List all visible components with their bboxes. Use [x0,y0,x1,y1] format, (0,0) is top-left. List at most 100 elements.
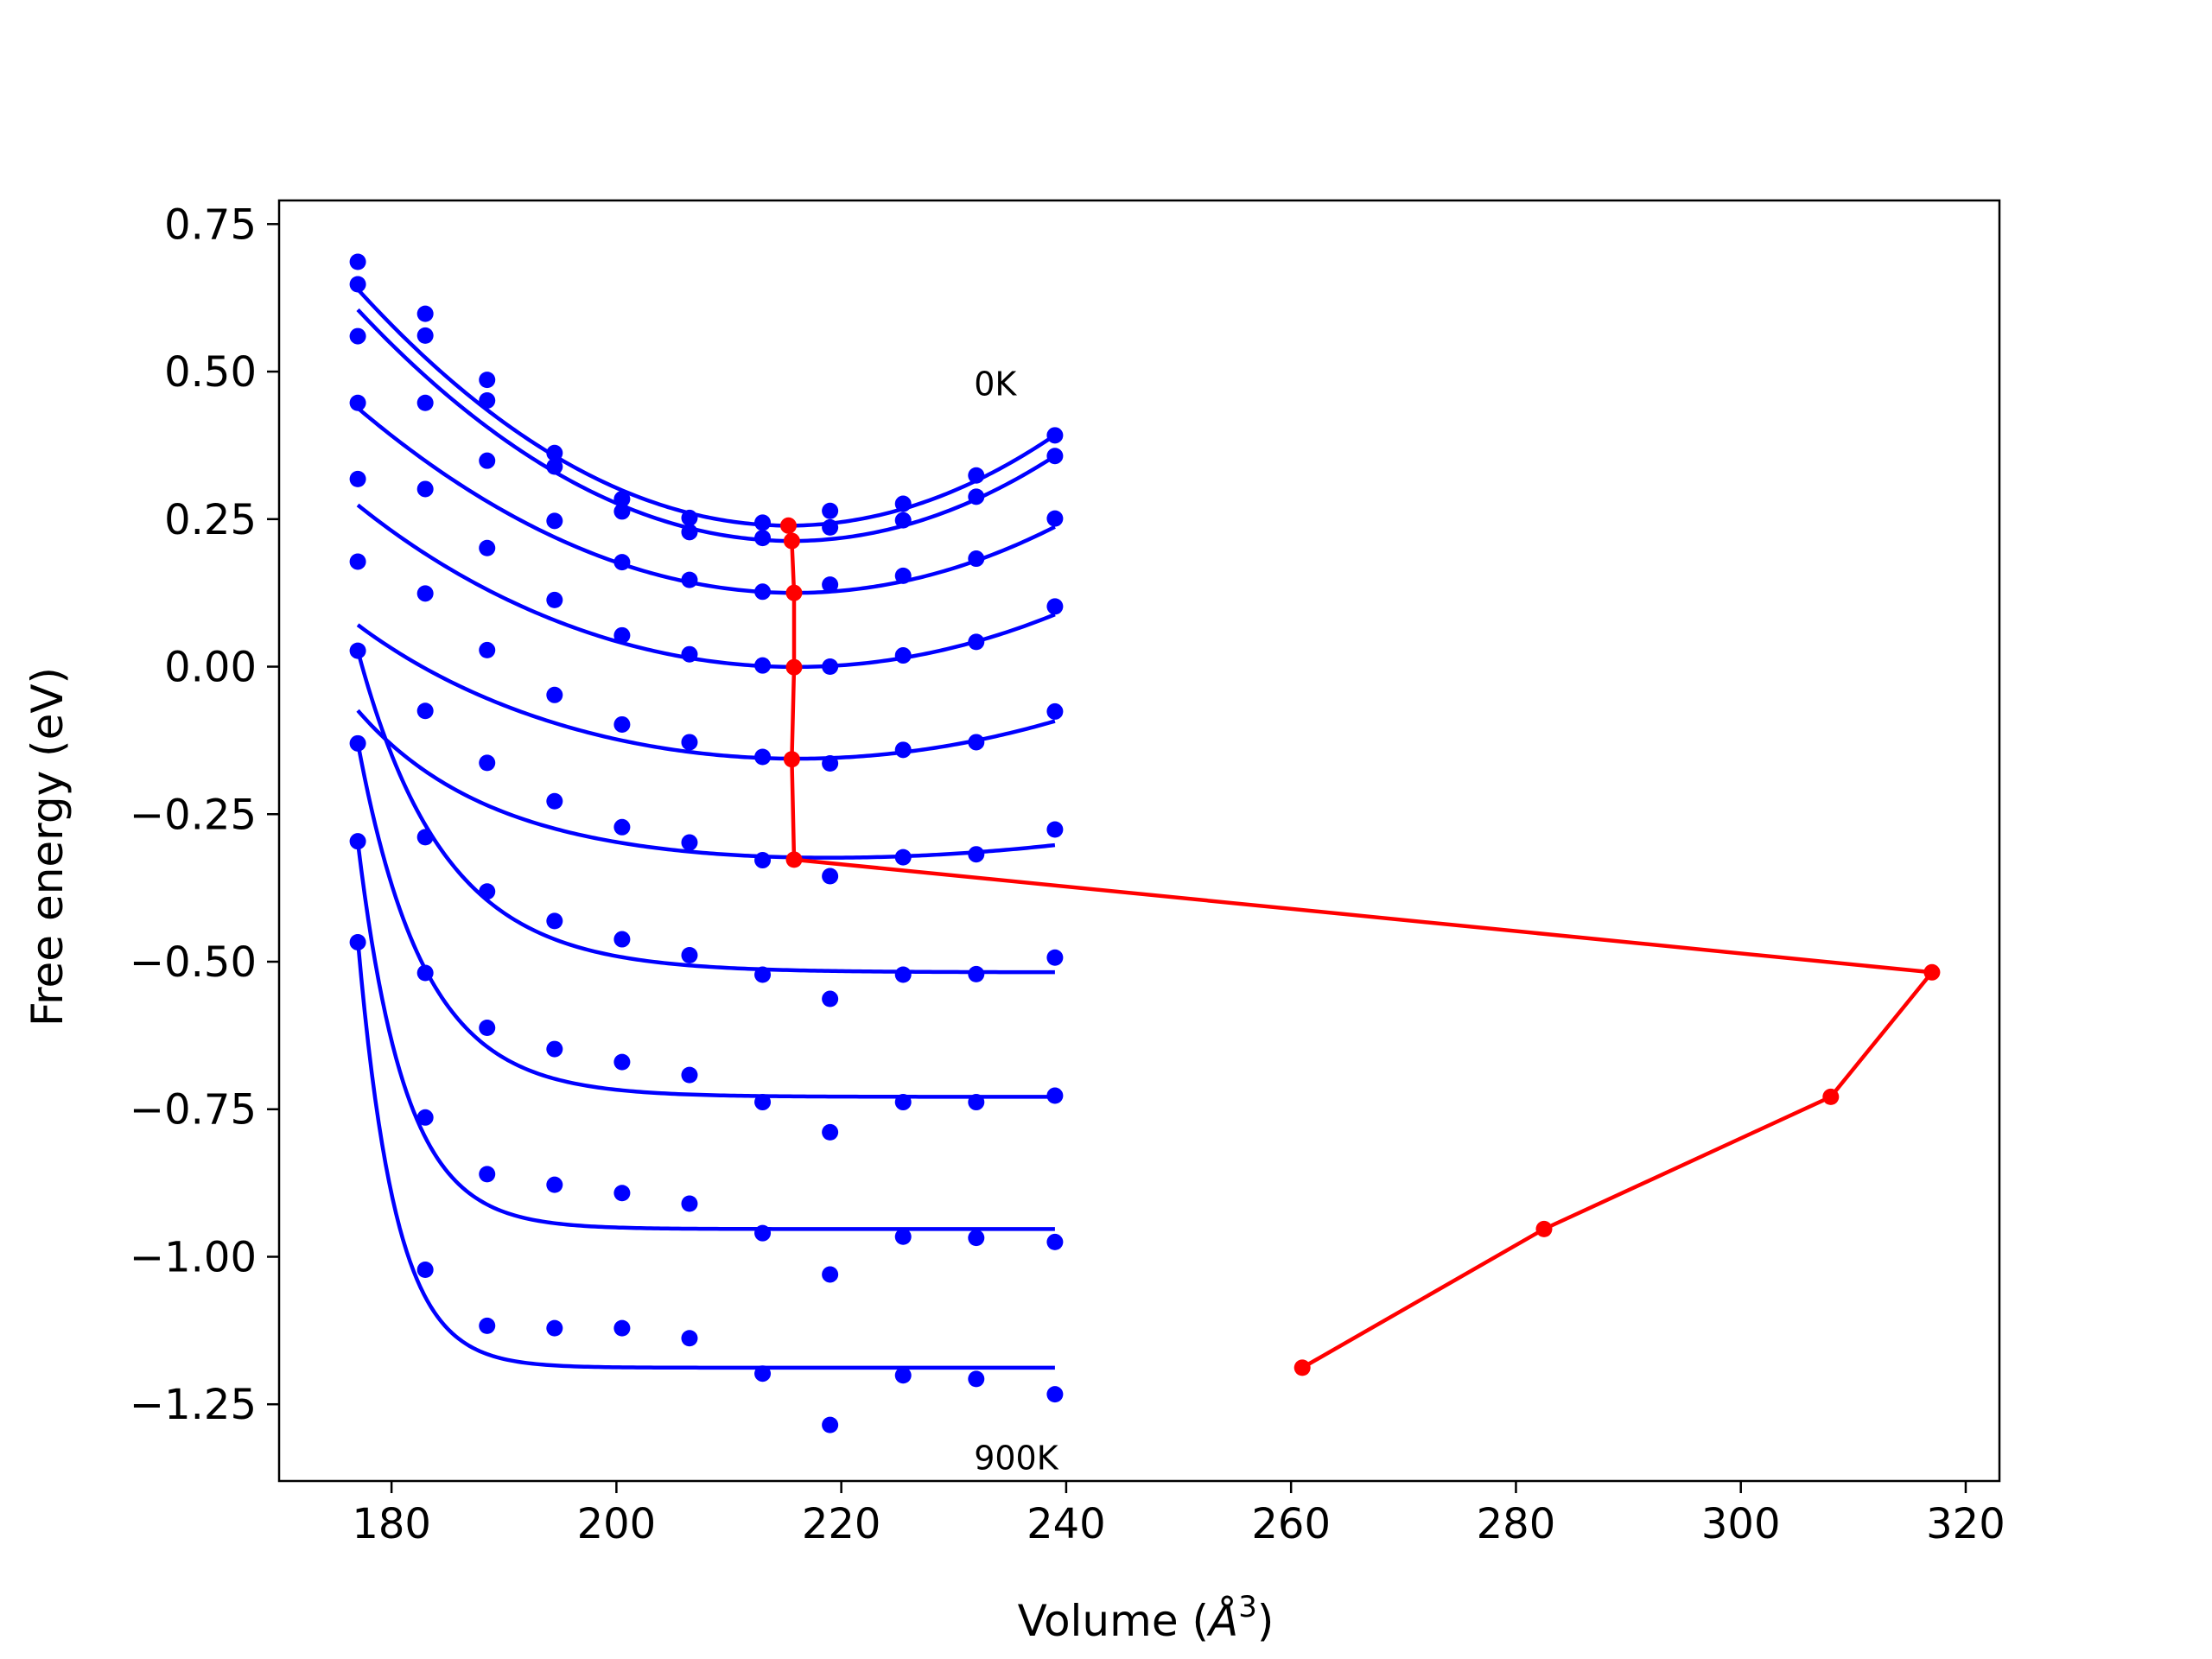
fit-curve [355,650,1055,975]
data-point [479,392,496,410]
data-point [349,276,366,293]
data-point [1046,1233,1064,1250]
fit-curve [356,406,1056,595]
data-point [613,818,631,836]
data-point [894,1094,912,1111]
data-point [479,1317,496,1334]
data-point [613,1319,631,1337]
data-point [754,1224,772,1242]
data-point [968,1370,985,1388]
data-point [613,715,631,733]
x-tick-label: 220 [802,1500,881,1548]
data-point [349,642,366,659]
data-point [349,833,366,850]
data-point [479,539,496,556]
data-point [681,1066,698,1084]
data-point [1046,1386,1064,1403]
data-point [894,647,912,664]
data-point [416,585,434,602]
fit-curve [356,623,1056,761]
data-point [613,491,631,508]
minimum-point [1294,1359,1311,1376]
data-point [546,686,563,703]
y-tick-label: −1.00 [130,1233,257,1281]
data-point [822,755,839,772]
y-axis-label: Free energy (eV) [22,667,73,1027]
fit-curve [356,503,1056,670]
data-point [349,734,366,752]
data-point [754,530,772,547]
data-point [479,883,496,900]
data-point [479,641,496,658]
y-tick-label: −0.75 [130,1086,257,1135]
x-axis-label: Volume (Å3) [1018,1590,1274,1646]
annotations: 0K 900K [974,365,1059,1477]
fit-curve [355,742,1055,1099]
data-point [681,571,698,588]
data-point [1046,821,1064,838]
data-point [479,452,496,469]
data-point [681,834,698,851]
data-point [681,1330,698,1347]
data-point [681,734,698,751]
data-point [613,554,631,571]
data-point [416,702,434,720]
data-point [613,931,631,948]
y-tick-label: 0.75 [164,200,257,249]
data-point [546,912,563,930]
data-point [822,1123,839,1141]
minimum-point [1923,963,1941,981]
data-point [546,458,563,475]
data-point [681,645,698,663]
data-point [416,480,434,498]
data-point [416,305,434,322]
data-point [894,1228,912,1245]
fit-curve [355,939,1055,1370]
y-tick-label: 0.25 [164,496,257,544]
data-point [546,1176,563,1193]
data-point [822,518,839,536]
fit-curve [355,842,1055,1231]
data-point [968,734,985,751]
minimum-point [785,658,803,676]
minimum-point [1822,1088,1840,1105]
data-point [546,1040,563,1058]
data-point [681,946,698,963]
data-point [681,1195,698,1212]
data-point [822,502,839,519]
minimum-point [779,517,797,534]
x-tick-label: 260 [1251,1500,1331,1548]
x-tick-label: 240 [1027,1500,1106,1548]
data-point [754,966,772,983]
data-point [822,1266,839,1283]
data-point [479,1019,496,1036]
data-point [479,754,496,772]
minimum-point [783,532,800,550]
data-point [822,576,839,594]
data-point [894,741,912,759]
temperature-annotation: 0K [974,365,1017,403]
data-point [546,1319,563,1337]
fit-curve [356,288,1057,528]
data-point [1046,598,1064,615]
data-point [1046,949,1064,966]
data-point [822,868,839,885]
data-point [894,1367,912,1384]
y-tick-label: −0.25 [130,791,257,839]
data-point [1046,448,1064,465]
x-tick-label: 180 [352,1500,431,1548]
data-point [754,583,772,601]
y-tick-label: −0.50 [130,938,257,987]
x-tick-label: 300 [1701,1500,1781,1548]
data-point [613,1185,631,1202]
data-point [894,567,912,584]
minimum-point [783,751,800,768]
data-point [968,1094,985,1111]
data-point [754,852,772,869]
data-point [613,1053,631,1071]
data-point [822,1416,839,1433]
y-tick-label: −1.25 [130,1381,257,1429]
data-point [968,467,985,484]
x-tick-label: 320 [1926,1500,2005,1548]
